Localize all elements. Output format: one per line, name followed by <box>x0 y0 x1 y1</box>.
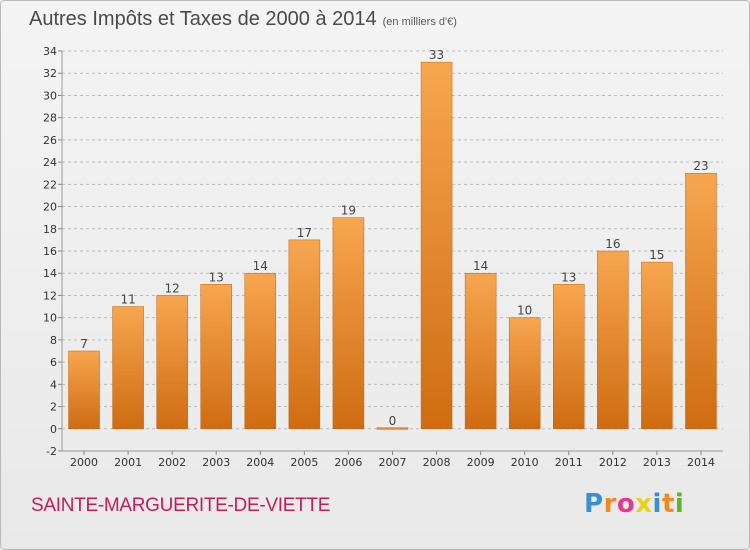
value-label-2005: 17 <box>297 226 312 240</box>
bar-2000 <box>68 350 100 430</box>
x-tick-label-2011: 2011 <box>555 456 583 469</box>
x-tick-label-2006: 2006 <box>334 456 362 469</box>
value-label-2001: 11 <box>120 293 135 307</box>
bar-2014 <box>685 172 717 430</box>
chart-title: Autres Impôts et Taxes de 2000 à 2014 (en… <box>29 8 457 31</box>
bar-2003 <box>200 284 232 430</box>
bar-2004 <box>244 272 277 430</box>
x-tick-label-2003: 2003 <box>202 456 230 469</box>
y-tick-label: 2 <box>50 401 57 414</box>
value-label-2004: 14 <box>253 259 268 273</box>
value-label-2012: 16 <box>605 237 620 251</box>
value-label-2007: 0 <box>389 414 397 428</box>
y-tick-label: 30 <box>43 89 57 102</box>
bar-2008 <box>420 61 453 430</box>
value-label-2014: 23 <box>693 159 708 173</box>
y-tick-label: 14 <box>43 267 57 280</box>
value-label-2008: 33 <box>429 48 444 62</box>
x-tick-label-2002: 2002 <box>158 456 186 469</box>
value-label-2006: 19 <box>341 204 356 218</box>
x-tick-label-2009: 2009 <box>467 456 495 469</box>
logo-letter: i <box>652 489 662 519</box>
x-tick-label-2008: 2008 <box>423 456 451 469</box>
y-tick-label: 34 <box>43 45 57 58</box>
x-tick-label-2000: 2000 <box>70 456 98 469</box>
bar-2006 <box>332 217 365 430</box>
logo-letter: t <box>661 489 675 519</box>
chart-title-unit: (en milliers d'€) <box>382 16 457 28</box>
y-tick-label: 18 <box>43 223 57 236</box>
value-label-2009: 14 <box>473 259 488 273</box>
value-label-2011: 13 <box>561 270 576 284</box>
bar-2011 <box>553 284 585 430</box>
x-tick-label-2012: 2012 <box>599 456 627 469</box>
y-tick-label: 12 <box>43 289 57 302</box>
bar-2009 <box>464 272 497 430</box>
value-label-2000: 7 <box>80 337 88 351</box>
y-tick-label: 16 <box>43 245 57 258</box>
logo-letter: r <box>603 489 617 519</box>
y-tick-label: 8 <box>50 334 57 347</box>
y-tick-label: 20 <box>43 201 57 214</box>
y-tick-label: -2 <box>46 445 57 458</box>
chart-title-main: Autres Impôts et Taxes de 2000 à 2014 <box>29 8 377 30</box>
y-tick-label: 10 <box>43 312 57 325</box>
bar-2002 <box>156 295 188 430</box>
bar-2012 <box>597 250 629 430</box>
value-label-2002: 12 <box>165 281 180 295</box>
x-tick-label-2010: 2010 <box>511 456 539 469</box>
logo-letter: P <box>584 489 604 519</box>
value-label-2013: 15 <box>649 248 664 262</box>
value-label-2010: 10 <box>517 304 532 318</box>
proxiti-logo: Proxiti <box>584 489 684 519</box>
bar-2001 <box>112 306 144 430</box>
bar-2010 <box>508 317 541 430</box>
y-tick-label: 0 <box>50 423 57 436</box>
bar-2007 <box>376 427 409 430</box>
bar-2013 <box>641 261 673 430</box>
y-tick-label: 22 <box>43 178 57 191</box>
location-name: SAINTE-MARGUERITE-DE-VIETTE <box>31 495 331 516</box>
y-tick-label: 6 <box>50 356 57 369</box>
y-tick-label: 26 <box>43 134 57 147</box>
y-tick-label: 28 <box>43 112 57 125</box>
value-label-2003: 13 <box>209 270 224 284</box>
x-tick-label-2014: 2014 <box>687 456 715 469</box>
logo-letter: o <box>616 489 636 519</box>
x-tick-label-2013: 2013 <box>643 456 671 469</box>
x-tick-label-2004: 2004 <box>246 456 274 469</box>
x-tick-label-2001: 2001 <box>114 456 142 469</box>
y-tick-label: 24 <box>43 156 57 169</box>
logo-letter: x <box>635 489 653 519</box>
y-tick-label: 4 <box>50 378 57 391</box>
x-tick-label-2005: 2005 <box>290 456 318 469</box>
bar-2005 <box>288 239 321 430</box>
logo-letter: i <box>674 489 685 519</box>
y-tick-label: 32 <box>43 67 57 80</box>
x-tick-label-2007: 2007 <box>379 456 407 469</box>
